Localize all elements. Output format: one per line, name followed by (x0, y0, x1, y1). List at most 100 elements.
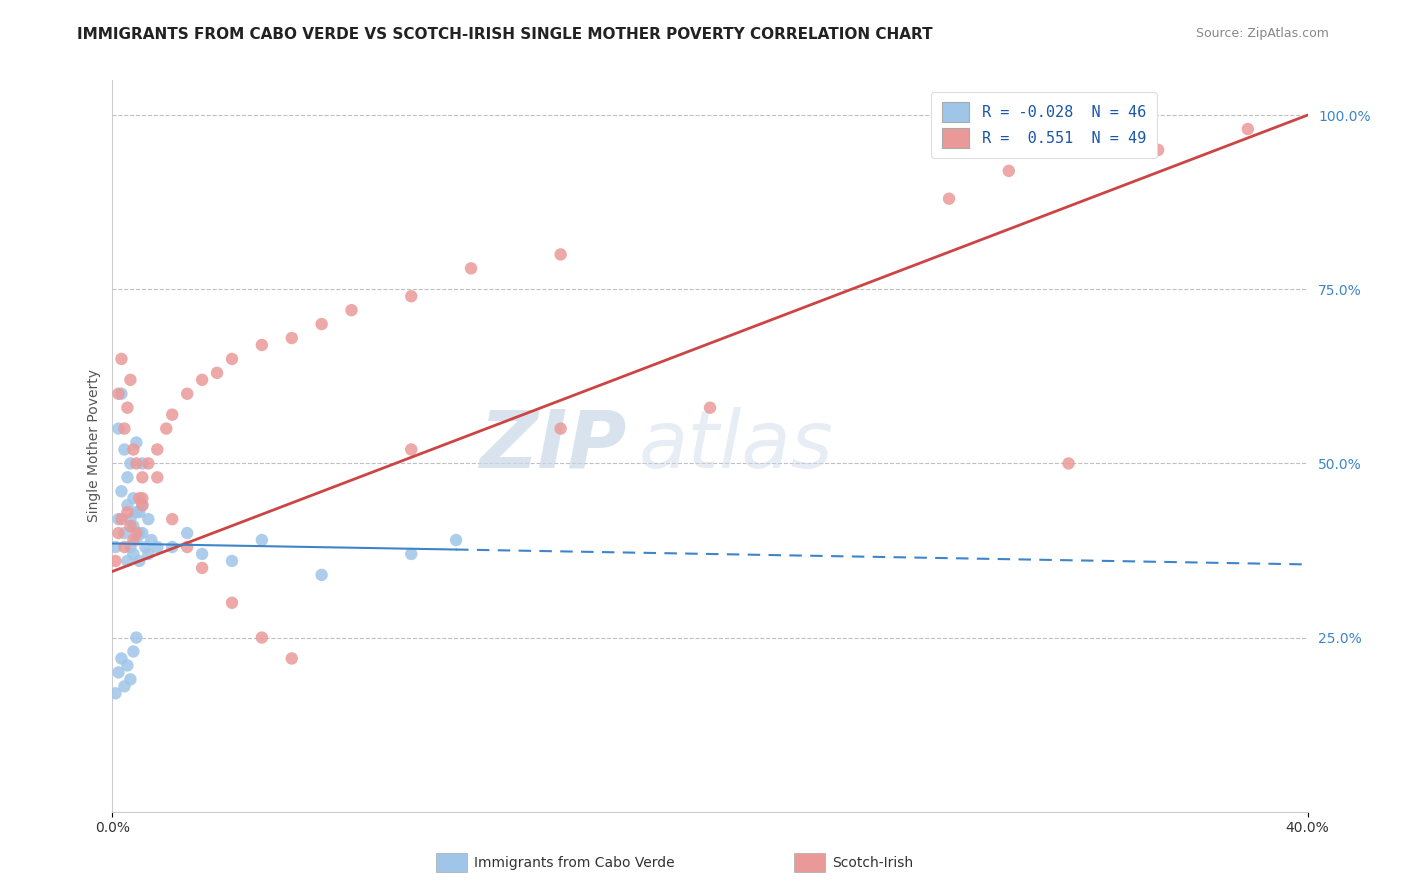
Point (117, 498, 139, 512)
Point (401, 289, 423, 303)
Point (120, 540, 142, 554)
Point (114, 421, 135, 435)
Point (125, 505, 148, 519)
Bar (794, 853, 825, 872)
Point (176, 540, 198, 554)
Point (120, 673, 142, 687)
Point (250, 533, 273, 547)
Point (110, 512, 132, 526)
Point (146, 470, 169, 484)
Point (162, 512, 183, 526)
Point (128, 505, 150, 519)
Bar (436, 853, 467, 872)
Point (128, 491, 150, 506)
Point (125, 533, 148, 547)
Point (117, 658, 139, 673)
Y-axis label: Single Mother Poverty: Single Mother Poverty (87, 369, 101, 523)
Point (107, 386, 129, 401)
Text: ZIP: ZIP (479, 407, 627, 485)
Point (104, 686, 127, 700)
Point (125, 435, 148, 450)
Point (281, 651, 304, 665)
Point (250, 338, 273, 352)
Point (699, 401, 721, 415)
Point (281, 331, 304, 345)
Point (107, 512, 129, 526)
Point (311, 317, 333, 331)
Point (250, 631, 273, 645)
Point (401, 442, 423, 457)
Point (998, 164, 1021, 178)
Text: Scotch-Irish: Scotch-Irish (832, 855, 914, 870)
Point (162, 408, 183, 422)
Point (191, 561, 214, 575)
Point (131, 498, 153, 512)
Point (120, 512, 142, 526)
Point (131, 457, 153, 471)
Point (122, 442, 145, 457)
Point (221, 554, 243, 568)
Point (125, 631, 148, 645)
Point (131, 498, 153, 512)
Point (120, 519, 142, 533)
Point (120, 373, 142, 387)
Point (176, 386, 198, 401)
Point (221, 351, 243, 366)
Point (401, 547, 423, 561)
Point (340, 303, 363, 318)
Text: IMMIGRANTS FROM CABO VERDE VS SCOTCH-IRISH SINGLE MOTHER POVERTY CORRELATION CHA: IMMIGRANTS FROM CABO VERDE VS SCOTCH-IRI… (77, 27, 934, 42)
Point (131, 491, 153, 506)
Point (162, 540, 183, 554)
Legend: R = -0.028  N = 46, R =  0.551  N = 49: R = -0.028 N = 46, R = 0.551 N = 49 (931, 92, 1157, 159)
Point (110, 484, 132, 499)
Text: Source: ZipAtlas.com: Source: ZipAtlas.com (1195, 27, 1329, 40)
Point (131, 526, 153, 541)
Point (114, 540, 135, 554)
Point (134, 540, 156, 554)
Text: atlas: atlas (638, 407, 834, 485)
Point (444, 533, 467, 547)
Point (125, 457, 148, 471)
Point (141, 533, 163, 547)
Point (131, 470, 153, 484)
Point (311, 567, 333, 582)
Point (107, 526, 129, 541)
Point (110, 386, 132, 401)
Point (107, 421, 129, 435)
Point (460, 261, 482, 276)
Point (110, 651, 132, 665)
Point (110, 351, 132, 366)
Point (120, 457, 142, 471)
Point (114, 526, 135, 541)
Point (117, 470, 139, 484)
Point (146, 442, 169, 457)
Point (1057, 457, 1080, 471)
Point (104, 554, 127, 568)
Point (117, 401, 139, 415)
Point (191, 547, 214, 561)
Point (107, 665, 129, 680)
Point (176, 526, 198, 541)
Point (138, 457, 160, 471)
Text: Immigrants from Cabo Verde: Immigrants from Cabo Verde (474, 855, 675, 870)
Point (146, 540, 169, 554)
Point (122, 533, 145, 547)
Point (122, 547, 145, 561)
Point (550, 247, 572, 261)
Point (122, 491, 145, 506)
Point (938, 192, 960, 206)
Point (1147, 143, 1170, 157)
Point (117, 505, 139, 519)
Point (114, 679, 135, 693)
Point (550, 421, 572, 435)
Point (155, 421, 177, 435)
Point (221, 596, 243, 610)
Point (104, 540, 127, 554)
Point (128, 526, 150, 541)
Point (114, 442, 135, 457)
Point (138, 512, 160, 526)
Point (1237, 122, 1260, 136)
Point (117, 554, 139, 568)
Point (122, 519, 145, 533)
Point (191, 373, 214, 387)
